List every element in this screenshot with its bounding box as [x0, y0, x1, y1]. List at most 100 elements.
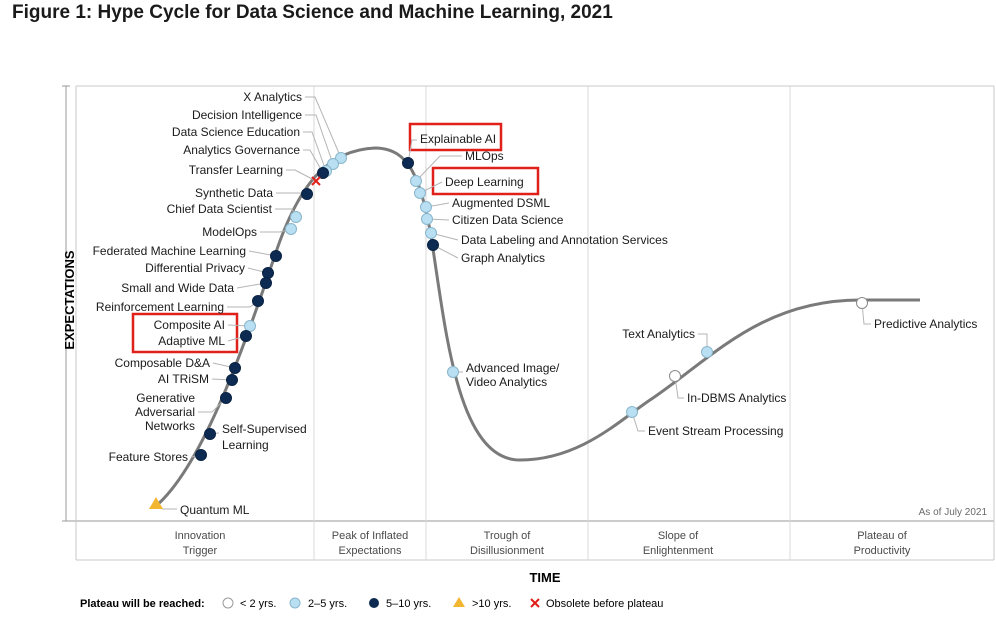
federated-machine-learning-marker: [270, 250, 282, 262]
chief-data-scientist-label: Chief Data Scientist: [167, 202, 273, 216]
in-dbms-analytics-leader: [674, 375, 684, 399]
predictive-analytics-label: Predictive Analytics: [874, 317, 977, 331]
phase-labels: Innovation Trigger Peak of Inflated Expe…: [175, 530, 911, 557]
quantum-ml-marker: [149, 497, 163, 509]
small-and-wide-data-marker: [260, 277, 272, 289]
graph-analytics-label: Graph Analytics: [461, 251, 545, 265]
explainable-ai-label: Explainable AI: [420, 132, 496, 146]
legend-label-lt2: < 2 yrs.: [240, 598, 276, 610]
data-science-education-label: Data Science Education: [172, 125, 300, 139]
self-supervised-learning-marker: [204, 428, 216, 440]
predictive-analytics-leader: [861, 302, 871, 325]
self-supervised-learning-label: Learning: [222, 438, 269, 452]
citizen-data-science-label: Citizen Data Science: [452, 213, 564, 227]
composable-d-a-marker: [229, 362, 241, 374]
composite-ai-marker: [244, 320, 256, 332]
legend: Plateau will be reached: < 2 yrs. 2–5 yr…: [80, 597, 663, 610]
legend-label-gt10: >10 yrs.: [472, 598, 511, 610]
self-supervised-learning-label: Self-Supervised: [222, 422, 307, 436]
advanced-image-video-analytics-label: Advanced Image/: [466, 361, 560, 375]
predictive-analytics-marker: [856, 297, 868, 309]
phase-peak-line2: Expectations: [339, 545, 402, 557]
highlight-box: [408, 122, 503, 152]
legend-label-obsolete: Obsolete before plateau: [546, 598, 663, 610]
event-stream-processing-marker: [626, 406, 638, 418]
text-analytics-label: Text Analytics: [622, 327, 695, 341]
generative-adversarial-networks-label: Adversarial: [135, 405, 195, 419]
decision-intelligence-leader: [305, 114, 334, 165]
event-stream-processing-leader: [631, 411, 645, 432]
x-analytics-leader: [305, 96, 342, 159]
generative-adversarial-networks-label: Networks: [145, 419, 195, 433]
small-and-wide-data-label: Small and Wide Data: [121, 281, 234, 295]
data-labeling-and-annotation-services-label: Data Labeling and Annotation Services: [461, 233, 668, 247]
phase-innovation-trigger-line1: Innovation: [175, 530, 226, 542]
analytics-governance-leader: [303, 149, 324, 174]
advanced-image-video-analytics-marker: [447, 366, 459, 378]
legend-marker-2to5: [289, 597, 301, 609]
phase-innovation-trigger-line2: Trigger: [183, 545, 218, 557]
ai-trism-marker: [226, 374, 238, 386]
deep-learning-label: Deep Learning: [445, 175, 524, 189]
explainable-ai-leader: [407, 139, 417, 164]
synthetic-data-label: Synthetic Data: [195, 186, 273, 200]
legend-label-2to5: 2–5 yrs.: [308, 598, 347, 610]
analytics-governance-label: Analytics Governance: [183, 143, 300, 157]
synthetic-data-marker: [301, 188, 313, 200]
quantum-ml-label: Quantum ML: [180, 503, 250, 517]
adaptive-ml-marker: [240, 330, 252, 342]
differential-privacy-label: Differential Privacy: [145, 261, 245, 275]
transfer-learning-label: Transfer Learning: [189, 163, 283, 177]
as-of-note: As of July 2021: [919, 507, 988, 518]
advanced-image-video-analytics-label: Video Analytics: [466, 375, 547, 389]
modelops-label: ModelOps: [202, 225, 257, 239]
ai-trism-label: AI TRiSM: [158, 372, 209, 386]
figure-title: Figure 1: Hype Cycle for Data Science an…: [12, 2, 613, 23]
augmented-dsml-label: Augmented DSML: [452, 196, 550, 210]
highlight-box: [131, 312, 239, 354]
technology-layer: X Analytics Decision Intelligence Data Sci…: [93, 90, 978, 517]
phase-plateau-line2: Productivity: [854, 545, 911, 557]
legend-title: Plateau will be reached:: [80, 598, 205, 610]
mlops-leader: [415, 155, 462, 182]
x-axis-label: TIME: [529, 570, 560, 585]
legend-marker-lt2: [222, 597, 234, 609]
y-axis-label: EXPECTATIONS: [62, 250, 77, 350]
graph-analytics-marker: [427, 239, 439, 251]
event-stream-processing-label: Event Stream Processing: [648, 424, 783, 438]
feature-stores-label: Feature Stores: [109, 450, 188, 464]
x-analytics-label: X Analytics: [243, 90, 302, 104]
generative-adversarial-networks-label: Generative: [136, 391, 195, 405]
decision-intelligence-label: Decision Intelligence: [192, 108, 302, 122]
reinforcement-learning-label: Reinforcement Learning: [96, 300, 224, 314]
augmented-dsml-marker: [420, 201, 432, 213]
transfer-learning-marker: [311, 176, 321, 186]
data-labeling-and-annotation-services-marker: [425, 227, 437, 239]
mlops-label: MLOps: [465, 149, 504, 163]
highlight-box: [431, 166, 540, 196]
composite-ai-label: Composite AI: [154, 318, 225, 332]
phase-plateau-line1: Plateau of: [857, 530, 907, 542]
legend-marker-5to10: [369, 598, 379, 608]
phase-slope-line1: Slope of: [658, 530, 699, 542]
feature-stores-marker: [195, 449, 207, 461]
deep-learning-marker: [414, 187, 426, 199]
legend-label-5to10: 5–10 yrs.: [386, 598, 431, 610]
phase-slope-line2: Enlightenment: [643, 545, 713, 557]
legend-marker-obsolete: [530, 598, 540, 608]
explainable-ai-marker: [402, 157, 414, 169]
decision-intelligence-marker: [327, 158, 339, 170]
phase-trough-line2: Disillusionment: [470, 545, 544, 557]
adaptive-ml-label: Adaptive ML: [158, 334, 225, 348]
phase-peak-line1: Peak of Inflated: [332, 530, 408, 542]
mlops-marker: [410, 175, 422, 187]
reinforcement-learning-marker: [252, 295, 264, 307]
generative-adversarial-networks-leader: [198, 397, 227, 413]
chief-data-scientist-marker: [290, 211, 302, 223]
generative-adversarial-networks-marker: [220, 392, 232, 404]
federated-machine-learning-label: Federated Machine Learning: [93, 244, 246, 258]
modelops-marker: [285, 223, 297, 235]
differential-privacy-marker: [262, 267, 274, 279]
in-dbms-analytics-marker: [669, 370, 681, 382]
